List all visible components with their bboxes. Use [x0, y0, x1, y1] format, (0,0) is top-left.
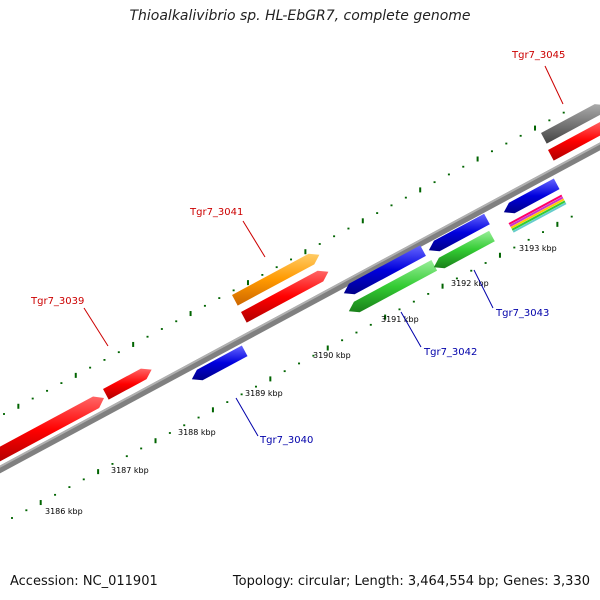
- gene-arrow-red: [0, 396, 105, 462]
- gene-arrow-red: [241, 270, 329, 323]
- gene-arrow-orange: [232, 253, 320, 306]
- accession-text: Accession: NC_011901: [10, 574, 158, 589]
- leader-line: [242, 220, 266, 258]
- gene-label: Tgr7_3042: [423, 347, 477, 358]
- kbp-label: 3190 kbp: [313, 351, 351, 360]
- small-feature: [511, 200, 566, 231]
- kbp-label: 3192 kbp: [451, 279, 489, 288]
- kbp-label: 3191 kbp: [381, 315, 419, 324]
- gene-arrow-blue: [428, 213, 490, 252]
- leader-line: [400, 311, 422, 348]
- leader-line: [83, 307, 109, 347]
- topology-text: Topology: circular; Length: 3,464,554 bp…: [232, 574, 590, 589]
- leader-line: [473, 269, 494, 309]
- gene-arrow-red: [103, 368, 152, 400]
- gene-label: Tgr7_3041: [189, 207, 243, 218]
- gene-arrow-gray: [541, 104, 600, 144]
- gene-arrow-blue: [191, 345, 248, 381]
- map-title: Thioalkalivibrio sp. HL-EbGR7, complete …: [129, 8, 471, 24]
- gene-arrow-green: [348, 260, 438, 313]
- small-feature: [509, 196, 564, 227]
- small-feature: [508, 194, 563, 225]
- gene-label: Tgr7_3040: [259, 435, 313, 446]
- gene-label: Tgr7_3043: [495, 308, 549, 319]
- kbp-label: 3189 kbp: [245, 389, 283, 398]
- gene-arrow-blue: [503, 178, 560, 214]
- kbp-labels: 3186 kbp 3187 kbp 3188 kbp 3189 kbp 3190 kbp…: [45, 244, 557, 516]
- backbone: [0, 134, 600, 483]
- outer-tick-row: [3, 111, 565, 415]
- gene-arrow-blue: [343, 245, 426, 295]
- kbp-label: 3187 kbp: [111, 466, 149, 475]
- gene-arrow-green: [433, 230, 495, 269]
- gene-arrow-red: [548, 122, 600, 161]
- features: [0, 104, 600, 462]
- gene-label: Tgr7_3045: [511, 50, 565, 61]
- gene-label: Tgr7_3039: [30, 296, 84, 307]
- kbp-label: 3186 kbp: [45, 507, 83, 516]
- inner-tick-row: [11, 215, 573, 519]
- kbp-label: 3193 kbp: [519, 244, 557, 253]
- small-feature: [512, 202, 567, 233]
- kbp-label: 3188 kbp: [178, 428, 216, 437]
- leader-line: [235, 397, 259, 437]
- gene-labels: Tgr7_3039 Tgr7_3040 Tgr7_3041 Tgr7_3042 Tgr7…: [30, 50, 565, 446]
- small-feature: [510, 198, 565, 229]
- leader-line: [544, 65, 564, 105]
